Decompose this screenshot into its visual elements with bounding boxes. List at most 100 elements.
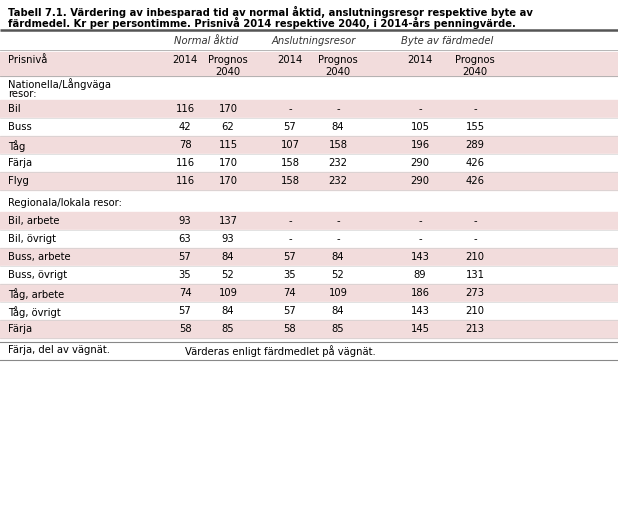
Text: 143: 143 (410, 252, 430, 262)
Text: 62: 62 (222, 122, 234, 132)
Text: 84: 84 (222, 252, 234, 262)
Text: Regionala/lokala resor:: Regionala/lokala resor: (8, 198, 122, 208)
Text: 170: 170 (219, 158, 237, 168)
Text: Prognos
2040: Prognos 2040 (455, 55, 495, 76)
Text: -: - (473, 104, 477, 114)
Text: 290: 290 (410, 158, 430, 168)
Text: 196: 196 (410, 140, 430, 150)
Text: 57: 57 (284, 252, 297, 262)
Text: 232: 232 (329, 158, 347, 168)
Bar (0, 230, 618, 248)
Text: -: - (336, 216, 340, 226)
Text: Buss: Buss (8, 122, 32, 132)
Text: 145: 145 (410, 324, 430, 334)
Text: 52: 52 (332, 270, 344, 280)
Text: 74: 74 (284, 288, 296, 298)
Text: 57: 57 (179, 252, 192, 262)
Text: färdmedel. Kr per persontimme. Prisnivå 2014 respektive 2040, i 2014-års penning: färdmedel. Kr per persontimme. Prisnivå … (8, 17, 516, 29)
Text: 131: 131 (465, 270, 485, 280)
Text: 63: 63 (179, 234, 192, 244)
Text: Tåg: Tåg (8, 140, 25, 152)
Text: resor:: resor: (8, 89, 36, 99)
Text: -: - (288, 234, 292, 244)
Text: 213: 213 (465, 324, 485, 334)
Text: -: - (418, 104, 422, 114)
Text: 158: 158 (281, 158, 300, 168)
Text: 58: 58 (179, 324, 192, 334)
Text: 52: 52 (222, 270, 234, 280)
Text: 84: 84 (332, 122, 344, 132)
Text: 170: 170 (219, 176, 237, 186)
Text: -: - (336, 104, 340, 114)
Text: 137: 137 (219, 216, 237, 226)
Text: Prognos
2040: Prognos 2040 (318, 55, 358, 76)
Text: Färja: Färja (8, 158, 32, 168)
Text: 85: 85 (332, 324, 344, 334)
Text: Värderas enligt färdmedlet på vägnät.: Värderas enligt färdmedlet på vägnät. (185, 345, 376, 357)
Text: 84: 84 (332, 306, 344, 316)
Text: 42: 42 (179, 122, 192, 132)
Text: 232: 232 (329, 176, 347, 186)
Text: 426: 426 (465, 176, 485, 186)
Text: 210: 210 (465, 252, 485, 262)
Text: Bil, övrigt: Bil, övrigt (8, 234, 56, 244)
Text: Byte av färdmedel: Byte av färdmedel (401, 36, 493, 46)
Text: -: - (418, 234, 422, 244)
Text: 58: 58 (284, 324, 296, 334)
Text: Bil, arbete: Bil, arbete (8, 216, 59, 226)
Text: 109: 109 (219, 288, 237, 298)
Text: Bil: Bil (8, 104, 20, 114)
Text: 107: 107 (281, 140, 300, 150)
Bar (0, 248, 618, 266)
Text: 57: 57 (284, 306, 297, 316)
Text: 116: 116 (176, 176, 195, 186)
Text: 115: 115 (218, 140, 237, 150)
Text: 74: 74 (179, 288, 192, 298)
Text: 155: 155 (465, 122, 485, 132)
Text: 35: 35 (284, 270, 296, 280)
Text: 85: 85 (222, 324, 234, 334)
Bar (0, 172, 618, 190)
Text: 105: 105 (410, 122, 430, 132)
Text: 158: 158 (281, 176, 300, 186)
Text: 116: 116 (176, 104, 195, 114)
Text: -: - (418, 216, 422, 226)
Text: -: - (473, 234, 477, 244)
Text: Tåg, övrigt: Tåg, övrigt (8, 306, 61, 318)
Text: 84: 84 (222, 306, 234, 316)
Text: 186: 186 (410, 288, 430, 298)
Text: -: - (336, 234, 340, 244)
Text: Anslutningsresor: Anslutningsresor (272, 36, 356, 46)
Text: 143: 143 (410, 306, 430, 316)
Text: 2014: 2014 (277, 55, 303, 65)
Text: 35: 35 (179, 270, 192, 280)
Text: -: - (288, 216, 292, 226)
Text: 170: 170 (219, 104, 237, 114)
Bar (0, 284, 618, 302)
Text: 89: 89 (413, 270, 426, 280)
Text: 158: 158 (329, 140, 347, 150)
Text: -: - (288, 104, 292, 114)
Text: Nationella/Långväga: Nationella/Långväga (8, 78, 111, 90)
Text: 273: 273 (465, 288, 485, 298)
Text: Normal åktid: Normal åktid (174, 36, 238, 46)
Text: 2014: 2014 (407, 55, 433, 65)
Text: Buss, arbete: Buss, arbete (8, 252, 70, 262)
Bar (0, 100, 618, 118)
Text: Prognos
2040: Prognos 2040 (208, 55, 248, 76)
Bar (0, 136, 618, 154)
Bar (0, 154, 618, 172)
Text: Färja: Färja (8, 324, 32, 334)
Text: 210: 210 (465, 306, 485, 316)
Text: 116: 116 (176, 158, 195, 168)
Bar (0, 52, 618, 76)
Text: 78: 78 (179, 140, 192, 150)
Bar (0, 302, 618, 320)
Text: 109: 109 (329, 288, 347, 298)
Text: 84: 84 (332, 252, 344, 262)
Bar (0, 266, 618, 284)
Text: 57: 57 (284, 122, 297, 132)
Text: Färja, del av vägnät.: Färja, del av vägnät. (8, 345, 110, 355)
Text: 93: 93 (179, 216, 192, 226)
Text: 57: 57 (179, 306, 192, 316)
